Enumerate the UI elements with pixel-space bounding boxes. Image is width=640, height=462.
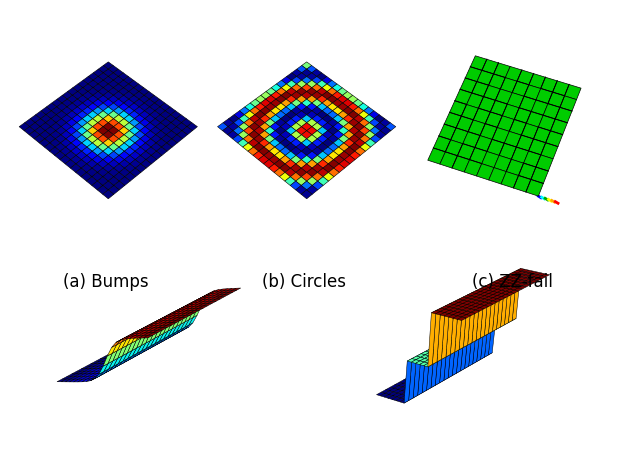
Text: (c) ZZ-fail: (c) ZZ-fail <box>472 273 552 291</box>
Text: (b) Circles: (b) Circles <box>262 273 346 291</box>
Text: (a) Bumps: (a) Bumps <box>63 273 148 291</box>
